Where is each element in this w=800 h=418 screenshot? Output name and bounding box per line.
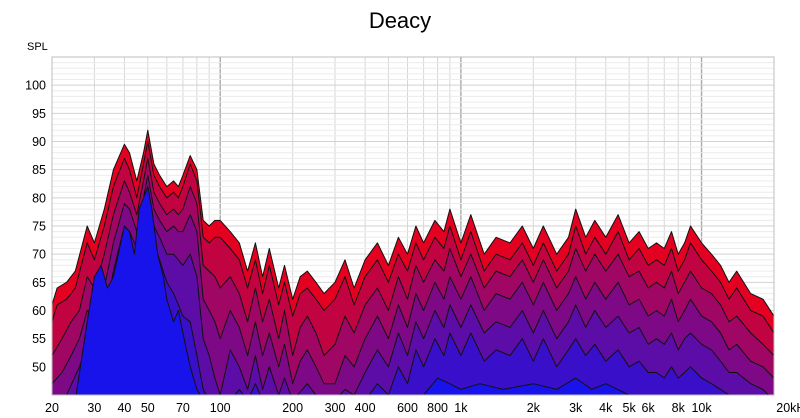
y-tick-label: 100 (25, 79, 46, 93)
y-tick-label: 75 (32, 220, 46, 234)
x-tick-label: 3k (569, 401, 583, 415)
plot-frame (51, 56, 775, 396)
x-tick-label: 6k (642, 401, 656, 415)
x-tick-label: 20kHz (776, 401, 800, 415)
x-tick-label: 70 (176, 401, 190, 415)
x-tick-label: 400 (355, 401, 376, 415)
x-tick-label: 5k (623, 401, 637, 415)
x-tick-label: 200 (282, 401, 303, 415)
waterfall-slice-5 (65, 191, 770, 395)
x-tick-label: 50 (141, 401, 155, 415)
y-tick-label: 70 (32, 248, 46, 262)
x-tick-label: 10k (691, 401, 712, 415)
x-tick-labels: 20 30 40 50 70 100 200 300 400 600 800 1k 2k 3k 4k 5k 6k… (45, 401, 800, 415)
y-tick-label: 95 (32, 107, 46, 121)
y-tick-label: 85 (32, 163, 46, 177)
waterfall-slices (52, 129, 774, 395)
x-tick-label: 30 (87, 401, 101, 415)
y-tick-label: 65 (32, 276, 46, 290)
y-tick-label: 80 (32, 191, 46, 205)
y-tick-label: 90 (32, 135, 46, 149)
x-tick-label: 1k (454, 401, 468, 415)
y-axis-label: SPL (27, 41, 48, 53)
x-tick-label: 20 (45, 401, 59, 415)
y-tick-label: 60 (32, 304, 46, 318)
x-tick-label: 800 (427, 401, 448, 415)
x-tick-label: 300 (325, 401, 346, 415)
x-tick-label: 100 (210, 401, 231, 415)
x-tick-label: 600 (397, 401, 418, 415)
x-tick-label: 40 (117, 401, 131, 415)
y-tick-labels: 50 55 60 65 70 75 80 85 90 95 100 (25, 79, 46, 375)
y-tick-label: 50 (32, 360, 46, 374)
x-tick-label: 2k (527, 401, 541, 415)
chart-title: Deacy (369, 8, 431, 33)
x-tick-label: 4k (599, 401, 613, 415)
waterfall-slice-7 (75, 186, 651, 395)
x-tick-label: 8k (672, 401, 686, 415)
y-tick-label: 55 (32, 332, 46, 346)
